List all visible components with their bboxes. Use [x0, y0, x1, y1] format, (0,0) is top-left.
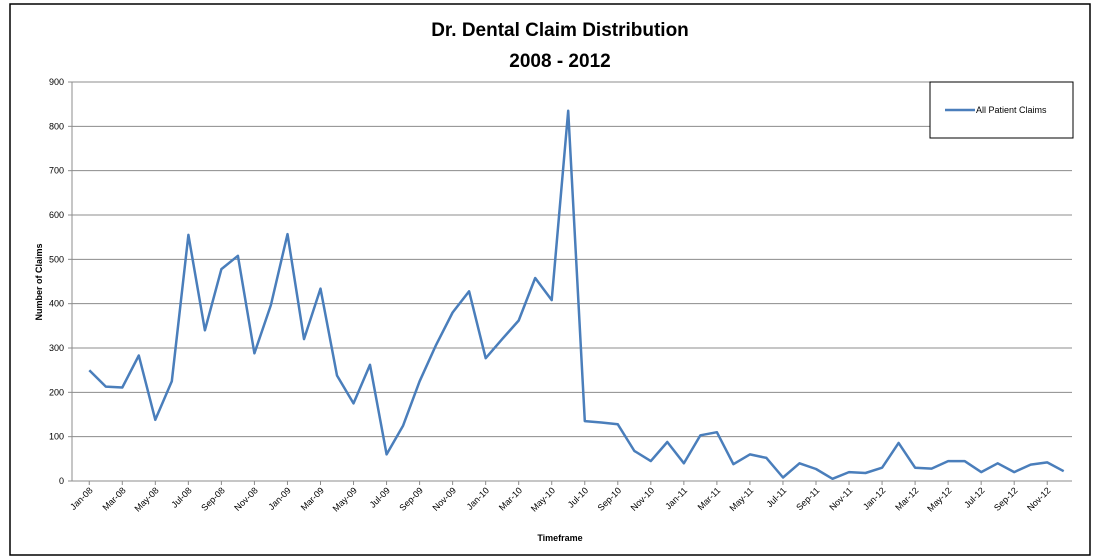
y-tick-label: 700 — [49, 166, 64, 176]
y-tick-label: 300 — [49, 343, 64, 353]
y-tick-label: 200 — [49, 387, 64, 397]
chart-subtitle: 2008 - 2012 — [509, 51, 610, 72]
y-tick-label: 100 — [49, 432, 64, 442]
chart-title: Dr. Dental Claim Distribution — [431, 20, 689, 41]
x-axis-title: Timeframe — [537, 533, 582, 543]
chart-frame — [9, 3, 1091, 556]
y-tick-label: 400 — [49, 299, 64, 309]
y-tick-label: 900 — [49, 77, 64, 87]
y-tick-label: 600 — [49, 210, 64, 220]
y-tick-label: 800 — [49, 121, 64, 131]
data-line — [88, 109, 1065, 481]
legend-label: All Patient Claims — [976, 105, 1047, 115]
y-axis-title: Number of Claims — [34, 243, 44, 320]
y-tick-label: 500 — [49, 254, 64, 264]
y-tick-label: 0 — [59, 476, 64, 486]
